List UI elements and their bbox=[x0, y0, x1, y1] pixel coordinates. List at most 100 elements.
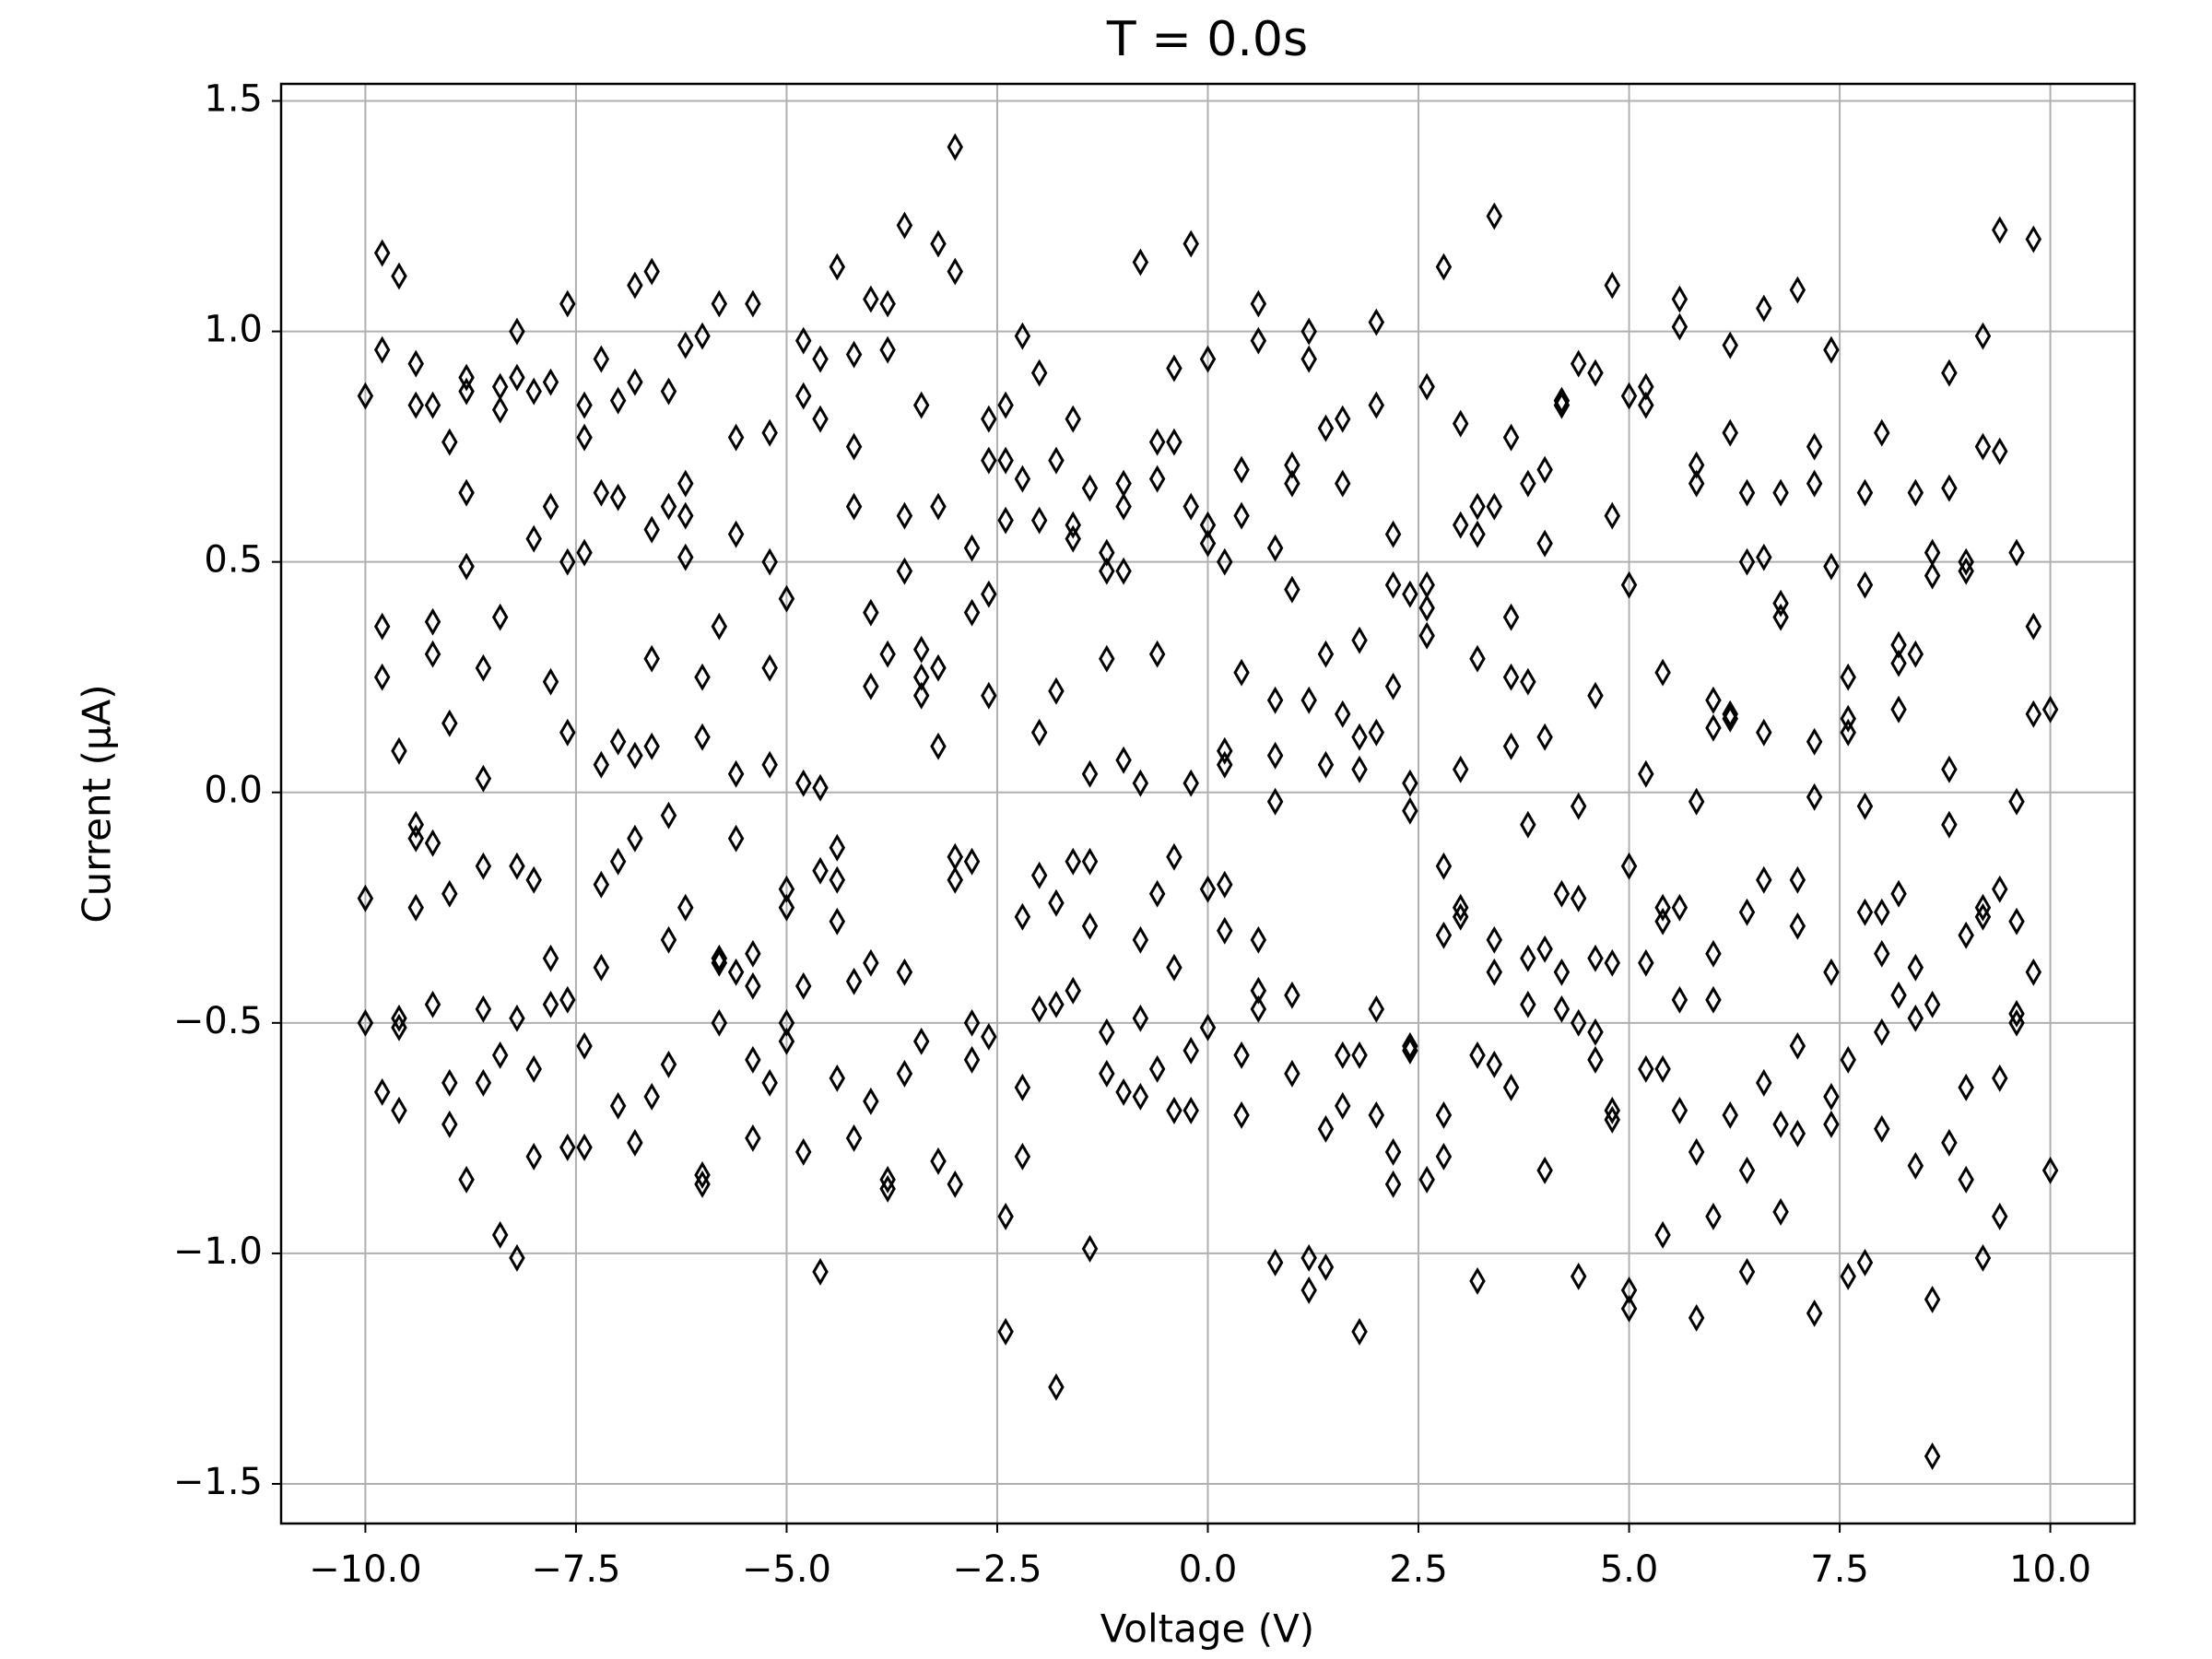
point bbox=[391, 262, 407, 290]
point bbox=[1502, 663, 1520, 691]
point bbox=[677, 543, 694, 571]
point bbox=[1722, 418, 1738, 447]
point bbox=[1992, 875, 2008, 903]
point bbox=[1452, 409, 1469, 438]
point bbox=[357, 884, 374, 912]
point bbox=[1840, 718, 1856, 747]
point bbox=[441, 1068, 458, 1097]
point bbox=[627, 368, 643, 396]
point bbox=[812, 856, 829, 885]
point bbox=[1638, 372, 1654, 401]
point bbox=[643, 257, 660, 286]
point bbox=[794, 971, 812, 1000]
point bbox=[407, 391, 424, 419]
point bbox=[1048, 888, 1065, 917]
point bbox=[1604, 948, 1620, 977]
point bbox=[1014, 1142, 1031, 1171]
point bbox=[643, 644, 660, 673]
point bbox=[1233, 1041, 1250, 1069]
point bbox=[1317, 1114, 1335, 1143]
point bbox=[1738, 478, 1756, 507]
point bbox=[1772, 1110, 1789, 1138]
point bbox=[1806, 432, 1823, 461]
point bbox=[1958, 1073, 1974, 1101]
point bbox=[1620, 382, 1638, 410]
point bbox=[1856, 571, 1874, 599]
point bbox=[845, 432, 863, 461]
point bbox=[1874, 939, 1890, 968]
point bbox=[1654, 893, 1671, 922]
point bbox=[391, 1004, 407, 1032]
point bbox=[660, 1050, 677, 1078]
point bbox=[458, 1165, 475, 1194]
point bbox=[2008, 907, 2025, 935]
point bbox=[1671, 893, 1688, 922]
point bbox=[1402, 1031, 1418, 1060]
point bbox=[509, 1004, 525, 1032]
point bbox=[1992, 1064, 2008, 1092]
point bbox=[609, 1091, 627, 1120]
point bbox=[1890, 981, 1907, 1009]
point bbox=[845, 967, 863, 995]
point bbox=[727, 958, 745, 986]
point bbox=[424, 391, 441, 419]
point bbox=[1452, 755, 1469, 783]
point bbox=[1907, 1151, 1924, 1180]
point bbox=[1486, 958, 1503, 986]
point bbox=[1806, 727, 1823, 756]
point bbox=[1384, 1137, 1402, 1166]
point bbox=[1620, 571, 1638, 599]
point bbox=[947, 865, 964, 894]
point bbox=[1217, 547, 1233, 576]
point bbox=[2025, 700, 2042, 728]
point bbox=[1520, 990, 1536, 1018]
point bbox=[1958, 1165, 1974, 1194]
point bbox=[1217, 916, 1233, 945]
point bbox=[373, 239, 391, 267]
point bbox=[947, 1170, 964, 1198]
point bbox=[1688, 787, 1705, 816]
point bbox=[727, 520, 745, 548]
point bbox=[609, 847, 627, 876]
point bbox=[475, 1068, 492, 1097]
point bbox=[912, 663, 930, 691]
point bbox=[1266, 686, 1284, 714]
point bbox=[930, 1147, 947, 1175]
point bbox=[1570, 1008, 1587, 1037]
point bbox=[1974, 322, 1992, 350]
point bbox=[1300, 317, 1317, 346]
point bbox=[357, 382, 374, 410]
point bbox=[576, 1031, 593, 1060]
point bbox=[542, 667, 559, 696]
point bbox=[1924, 1285, 1941, 1313]
point bbox=[609, 727, 627, 756]
point bbox=[609, 483, 627, 512]
point bbox=[1890, 630, 1907, 659]
point bbox=[1217, 736, 1233, 765]
point bbox=[794, 1137, 812, 1166]
point bbox=[1351, 626, 1368, 654]
point bbox=[677, 331, 694, 359]
point bbox=[424, 990, 441, 1018]
x-tick-label: −7.5 bbox=[531, 1548, 620, 1591]
point bbox=[1099, 557, 1115, 585]
point bbox=[1452, 511, 1469, 539]
point bbox=[1250, 289, 1267, 318]
x-tick-label: 10.0 bbox=[2009, 1548, 2091, 1591]
point bbox=[794, 382, 812, 410]
point bbox=[1335, 1091, 1351, 1120]
point bbox=[829, 865, 846, 894]
point bbox=[458, 377, 475, 406]
point bbox=[458, 478, 475, 507]
point bbox=[863, 1087, 879, 1115]
point bbox=[1502, 603, 1520, 631]
point bbox=[1620, 852, 1638, 880]
point bbox=[1469, 520, 1486, 548]
point bbox=[593, 478, 610, 507]
point bbox=[1638, 1054, 1654, 1083]
point bbox=[829, 253, 846, 281]
point bbox=[1166, 428, 1182, 456]
point bbox=[829, 833, 846, 862]
point bbox=[1756, 718, 1772, 747]
point bbox=[896, 1059, 913, 1088]
